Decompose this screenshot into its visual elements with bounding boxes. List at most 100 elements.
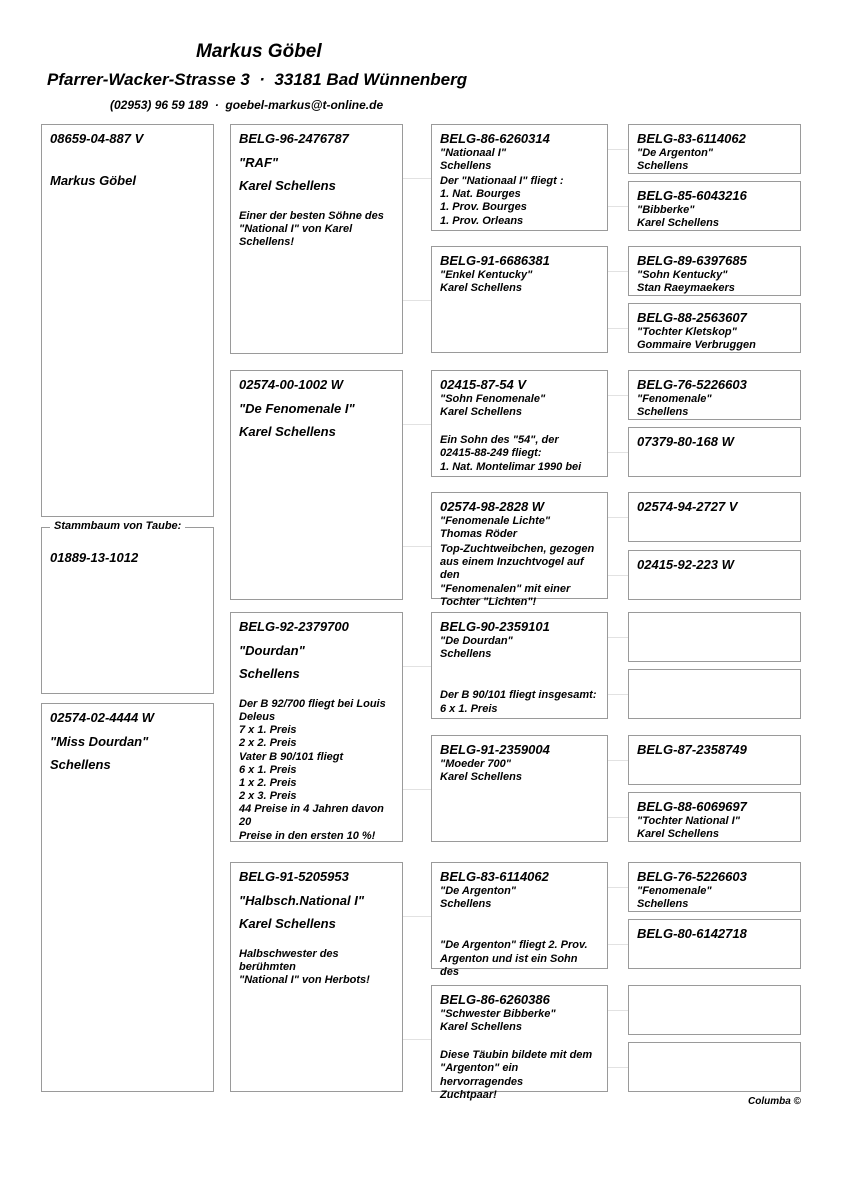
pedigree-box bbox=[628, 612, 801, 662]
breeder-address: Pfarrer-Wacker-Strasse 3 · 33181 Bad Wün… bbox=[47, 70, 468, 89]
breeder: Gommaire Verbruggen bbox=[637, 338, 756, 351]
breeder: Karel Schellens bbox=[440, 770, 522, 783]
connector-line bbox=[608, 328, 628, 329]
connector-line bbox=[403, 915, 431, 917]
pedigree-box: BELG-86-6260386 "Schwester Bibberke" Karel… bbox=[431, 985, 608, 1101]
ring-number: 02415-87-54 V bbox=[440, 377, 527, 392]
breeder: Schellens bbox=[50, 757, 111, 773]
ring-number: BELG-76-5226603 bbox=[637, 869, 747, 884]
connector-line bbox=[608, 944, 628, 945]
ring-number: 02574-02-4444 W bbox=[50, 710, 155, 725]
connector-line bbox=[608, 887, 628, 888]
connector-line bbox=[608, 206, 628, 207]
connector-line bbox=[403, 299, 431, 301]
owner-box: 01889-13-1012 bbox=[41, 527, 214, 694]
ring-number: BELG-85-6043216 bbox=[637, 188, 747, 203]
pedigree-box: 02574-94-2727 V bbox=[628, 492, 801, 542]
connector-line bbox=[403, 177, 431, 179]
connector-line bbox=[608, 817, 628, 818]
pedigree-box bbox=[628, 985, 801, 1035]
pedigree-box: BELG-87-2358749 bbox=[628, 735, 801, 785]
breeder: Schellens bbox=[637, 897, 689, 910]
connector-line bbox=[403, 665, 431, 667]
pedigree-box: BELG-91-5205953 "Halbsch.National I" Karel… bbox=[230, 862, 403, 1092]
ring-number: 02574-00-1002 W bbox=[239, 377, 344, 392]
connector-line bbox=[608, 517, 628, 518]
ring-number: BELG-89-6397685 bbox=[637, 253, 747, 268]
connector-line bbox=[403, 1038, 431, 1040]
pedigree-box: BELG-76-5226603 "Fenomenale" Schellens bbox=[628, 370, 801, 420]
pedigree-box bbox=[628, 1042, 801, 1092]
ring-number: 02574-94-2727 V bbox=[637, 499, 738, 514]
pigeon-name: "De Argenton" bbox=[440, 884, 517, 897]
pigeon-name: "Miss Dourdan" bbox=[50, 733, 149, 749]
pedigree-box: BELG-86-6260314 "Nationaal I" Schellens Der… bbox=[431, 124, 608, 231]
pedigree-box: BELG-89-6397685 "Sohn Kentucky" Stan Raeym… bbox=[628, 246, 801, 296]
pigeon-note: Top-Zuchtweibchen, gezogen aus einem Inz… bbox=[440, 542, 595, 608]
breeder: Stan Raeymaekers bbox=[637, 281, 735, 294]
connector-line bbox=[608, 1067, 628, 1068]
pedigree-box: BELG-85-6043216 "Bibberke" Karel Schellens bbox=[628, 181, 801, 231]
pedigree-box: BELG-92-2379700 "Dourdan" Schellens Der B 9… bbox=[230, 612, 403, 842]
breeder: Karel Schellens bbox=[239, 916, 336, 932]
ring-number: BELG-88-2563607 bbox=[637, 310, 747, 325]
ring-number: BELG-91-2359004 bbox=[440, 742, 550, 757]
pigeon-note: Halbschwester des berühmten "National I"… bbox=[239, 947, 370, 987]
pigeon-name: "Moeder 700" bbox=[440, 757, 511, 770]
ring-number: BELG-92-2379700 bbox=[239, 619, 349, 634]
pigeon-name: "Halbsch.National I" bbox=[239, 892, 365, 908]
breeder: Schellens bbox=[440, 159, 492, 172]
ring-number: BELG-80-6142718 bbox=[637, 926, 747, 941]
connector-line bbox=[608, 694, 628, 695]
ring-number: BELG-91-5205953 bbox=[239, 869, 349, 884]
ring-number: 07379-80-168 W bbox=[637, 434, 734, 449]
breeder: Schellens bbox=[440, 647, 492, 660]
breeder: Karel Schellens bbox=[440, 281, 522, 294]
pigeon-note: Ein Sohn des "54", der 02415-88-249 flie… bbox=[440, 434, 582, 473]
breeder: Thomas Röder bbox=[440, 527, 518, 540]
pigeon-name: "Dourdan" bbox=[239, 642, 305, 658]
ring-number: BELG-88-6069697 bbox=[637, 799, 747, 814]
connector-line bbox=[403, 788, 431, 790]
pigeon-note: Der B 92/700 fliegt bei Louis Deleus 7 x… bbox=[239, 697, 386, 842]
connector-line bbox=[403, 423, 431, 425]
pigeon-name: "De Fenomenale I" bbox=[239, 400, 355, 416]
breeder: Schellens bbox=[637, 159, 689, 172]
pigeon-name: "De Argenton" bbox=[637, 146, 714, 159]
ring-number: BELG-83-6114062 bbox=[440, 869, 549, 884]
connector-line bbox=[608, 575, 628, 576]
breeder: Karel Schellens bbox=[239, 424, 336, 440]
owner-name: Markus Göbel bbox=[50, 172, 136, 188]
connector-line bbox=[608, 1010, 628, 1011]
pedigree-legend: Stammbaum von Taube: bbox=[50, 520, 186, 532]
connector-line bbox=[608, 637, 628, 638]
pedigree-box: BELG-91-6686381 "Enkel Kentucky" Karel Sch… bbox=[431, 246, 608, 353]
pigeon-name: "Fenomenale Lichte" bbox=[440, 514, 551, 527]
pedigree-box: BELG-80-6142718 bbox=[628, 919, 801, 969]
pedigree-box: BELG-83-6114062 "De Argenton" Schellens "D… bbox=[431, 862, 608, 978]
breeder: Karel Schellens bbox=[637, 827, 719, 840]
subject-box: 08659-04-887 V Markus Göbel bbox=[41, 124, 214, 517]
breeder-contact: (02953) 96 59 189 · goebel-markus@t-onli… bbox=[110, 98, 384, 112]
pigeon-name: "Schwester Bibberke" bbox=[440, 1007, 556, 1020]
ring-number: BELG-91-6686381 bbox=[440, 253, 550, 268]
ring-number: BELG-86-6260386 bbox=[440, 992, 550, 1007]
connector-line bbox=[608, 149, 628, 150]
pedigree-box: 02415-92-223 W bbox=[628, 550, 801, 600]
pedigree-box bbox=[628, 669, 801, 719]
ring-number: BELG-96-2476787 bbox=[239, 131, 349, 146]
connector-line bbox=[403, 545, 431, 547]
connector-line bbox=[608, 395, 628, 396]
ring-number: 02415-92-223 W bbox=[637, 557, 734, 572]
breeder: Karel Schellens bbox=[239, 178, 336, 194]
dam-box: 02574-02-4444 W "Miss Dourdan" Schellens bbox=[41, 703, 214, 1092]
pedigree-box: BELG-88-6069697 "Tochter National I" Karel… bbox=[628, 792, 801, 842]
pedigree-box: BELG-91-2359004 "Moeder 700" Karel Schelle… bbox=[431, 735, 608, 842]
ring-number: BELG-86-6260314 bbox=[440, 131, 550, 146]
breeder: Schellens bbox=[239, 666, 300, 682]
pigeon-note: Der B 90/101 fliegt insgesamt: 6 x 1. Pr… bbox=[440, 689, 597, 715]
pigeon-name: "Bibberke" bbox=[637, 203, 695, 216]
breeder: Karel Schellens bbox=[440, 405, 522, 418]
ring-number: 01889-13-1012 bbox=[50, 550, 139, 565]
